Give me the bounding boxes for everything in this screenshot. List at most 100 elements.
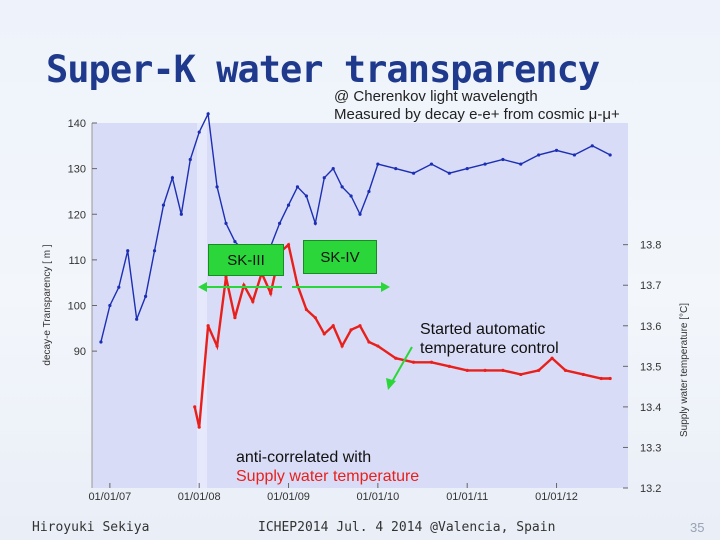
transparency-point (608, 153, 612, 157)
footer-author: Hiroyuki Sekiya (32, 520, 150, 535)
anticorrelation-annotation: anti-correlated with Supply water temper… (236, 448, 419, 486)
subtitle-line-1: @ Cherenkov light wavelength (334, 88, 538, 105)
temperature-point (376, 344, 380, 348)
left-tick-label: 110 (68, 255, 86, 267)
transparency-point (340, 185, 344, 189)
x-tick-label: 01/01/08 (178, 491, 221, 503)
temperature-point (367, 340, 371, 344)
y-right-axis-label: Supply water temperature [°C] (679, 303, 690, 437)
left-axis-ticks: 90 100 110 120 130 140 (68, 118, 97, 358)
temperature-point (349, 328, 353, 332)
transparency-point (572, 153, 577, 157)
transparency-point (394, 167, 398, 171)
temperature-point (563, 368, 568, 372)
temperature-point (599, 376, 603, 381)
left-tick-label: 100 (68, 301, 86, 313)
left-tick-label: 140 (68, 118, 86, 130)
transparency-point (483, 162, 487, 166)
annotation-anticorr-line-1: anti-correlated with (236, 449, 372, 466)
transparency-point (215, 185, 219, 189)
temperature-point (608, 376, 612, 381)
temperature-point (358, 324, 362, 328)
x-tick-label: 01/01/12 (535, 491, 578, 503)
transparency-point (358, 212, 362, 216)
temperature-point (197, 425, 201, 429)
transparency-point (99, 340, 103, 344)
sk3-label: SK-III (208, 244, 284, 276)
transparency-point (135, 317, 139, 321)
transparency-point (161, 203, 166, 207)
temperature-point (519, 372, 523, 377)
temperature-point (224, 275, 228, 279)
y-left-axis-label: decay-e Transparency [ m ] (42, 244, 53, 365)
temperature-point (286, 243, 291, 247)
temperature-point (581, 372, 585, 377)
transparency-point (295, 185, 300, 189)
transparency-point (108, 303, 112, 308)
right-tick-label: 13.4 (640, 402, 661, 414)
transparency-point (188, 157, 192, 162)
transparency-point (278, 221, 282, 225)
annotation-anticorr-line-2: Supply water temperature (236, 468, 420, 485)
transparency-point (224, 221, 228, 225)
transparency-point (501, 157, 505, 162)
transparency-point (429, 162, 434, 166)
right-tick-label: 13.3 (640, 442, 661, 454)
temperature-point (429, 360, 434, 364)
gap-band (197, 123, 207, 488)
right-tick-label: 13.2 (640, 483, 661, 495)
transparency-point (152, 249, 157, 253)
left-tick-label: 120 (68, 209, 86, 221)
temperature-point (233, 316, 237, 320)
right-tick-label: 13.8 (640, 240, 661, 252)
temperature-point (313, 316, 317, 320)
temperature-point (269, 291, 273, 295)
temperature-point (206, 324, 210, 328)
temperature-point (412, 360, 416, 364)
temperature-point (394, 356, 398, 360)
temperature-point (193, 405, 197, 409)
temperature-point (331, 324, 335, 328)
right-tick-label: 13.5 (640, 361, 661, 373)
x-axis-ticks: 01/01/07 01/01/08 01/01/09 01/01/10 01/01/11… (88, 483, 578, 503)
subtitle-line-2: Measured by decay e-e+ from cosmic μ-μ+ (334, 106, 620, 123)
transparency-point (313, 221, 317, 225)
transparency-point (144, 294, 148, 298)
x-tick-label: 01/01/09 (267, 491, 310, 503)
right-axis-ticks: 13.2 13.3 13.4 13.5 13.6 13.7 13.8 (623, 240, 661, 495)
transparency-point (206, 112, 210, 116)
right-tick-label: 13.6 (640, 321, 661, 333)
transparency-point (126, 249, 130, 253)
transparency-point (349, 194, 353, 198)
transparency-point (376, 162, 380, 166)
temperature-point (483, 368, 487, 372)
slide-title: Super-K water transparency (46, 48, 600, 91)
temperature-point (447, 364, 451, 368)
plot-area (92, 123, 628, 488)
transparency-point (367, 189, 371, 194)
sk4-label: SK-IV (303, 240, 377, 274)
temperature-point (251, 299, 255, 304)
x-tick-label: 01/01/07 (88, 491, 131, 503)
transparency-point (331, 167, 335, 171)
annotation-control-line-2: temperature control (420, 340, 559, 357)
transparency-point (412, 171, 416, 175)
left-tick-label: 130 (68, 164, 86, 176)
automatic-control-annotation: Started automatic temperature control (420, 320, 559, 358)
footer-event: ICHEP2014 Jul. 4 2014 @Valencia, Spain (258, 520, 556, 535)
x-tick-label: 01/01/11 (446, 491, 488, 503)
annotation-pointer-arrow (386, 346, 413, 390)
transparency-point (465, 167, 469, 171)
transparency-point (304, 194, 308, 198)
transparency-point (447, 171, 451, 175)
transparency-point (170, 176, 174, 180)
transparency-point (179, 212, 183, 216)
transparency-point (554, 148, 559, 152)
transparency-point (286, 203, 291, 207)
annotation-control-line-1: Started automatic (420, 321, 546, 338)
transparency-point (537, 153, 541, 157)
page-number: 35 (690, 520, 705, 535)
temperature-point (465, 368, 469, 372)
sk3-period-arrow (198, 282, 282, 292)
